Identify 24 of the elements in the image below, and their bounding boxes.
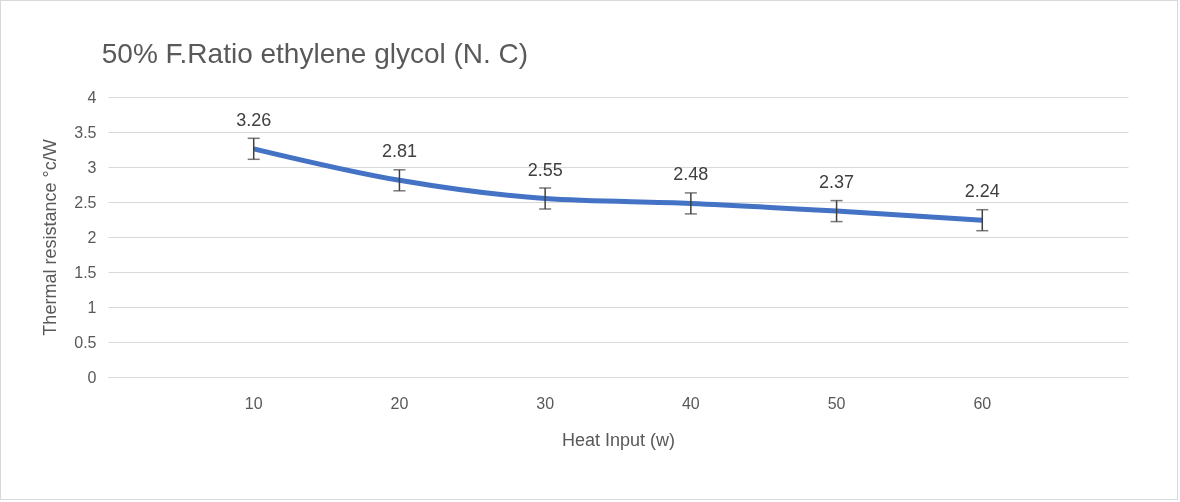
- y-axis-title: Thermal resistance °c/W: [40, 139, 61, 336]
- x-tick-label: 30: [536, 394, 555, 412]
- x-tick-label: 10: [244, 394, 263, 412]
- x-tick-label: 50: [827, 394, 846, 412]
- y-tick-label: 1: [87, 298, 97, 316]
- data-label: 2.37: [819, 172, 855, 193]
- data-label: 2.48: [673, 164, 709, 185]
- data-label: 2.24: [964, 181, 1000, 202]
- y-tick-label: 0.5: [74, 333, 97, 351]
- y-tick-label: 0: [87, 368, 97, 386]
- chart-title: 50% F.Ratio ethylene glycol (N. C): [101, 38, 529, 69]
- data-label: 2.55: [527, 159, 563, 180]
- y-tick-label: 1.5: [74, 263, 97, 281]
- y-tick-label: 2: [87, 228, 97, 246]
- x-tick-label: 20: [390, 394, 409, 412]
- x-tick-label: 60: [973, 394, 992, 412]
- x-axis-title: Heat Input (w): [561, 429, 676, 450]
- data-label: 3.26: [236, 109, 272, 130]
- y-tick-label: 3: [87, 158, 97, 176]
- y-tick-label: 2.5: [74, 193, 97, 211]
- y-tick-label: 4: [87, 88, 97, 106]
- data-label: 2.81: [381, 141, 417, 162]
- x-tick-label: 40: [681, 394, 700, 412]
- y-tick-label: 3.5: [74, 123, 97, 141]
